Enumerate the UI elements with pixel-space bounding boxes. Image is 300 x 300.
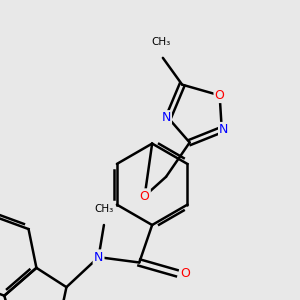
Text: N: N (219, 123, 229, 136)
Text: N: N (161, 111, 171, 124)
Text: N: N (94, 250, 103, 264)
Text: CH₃: CH₃ (151, 37, 170, 47)
Text: O: O (140, 190, 150, 202)
Text: O: O (215, 89, 225, 102)
Text: O: O (180, 267, 190, 280)
Text: CH₃: CH₃ (94, 204, 114, 214)
